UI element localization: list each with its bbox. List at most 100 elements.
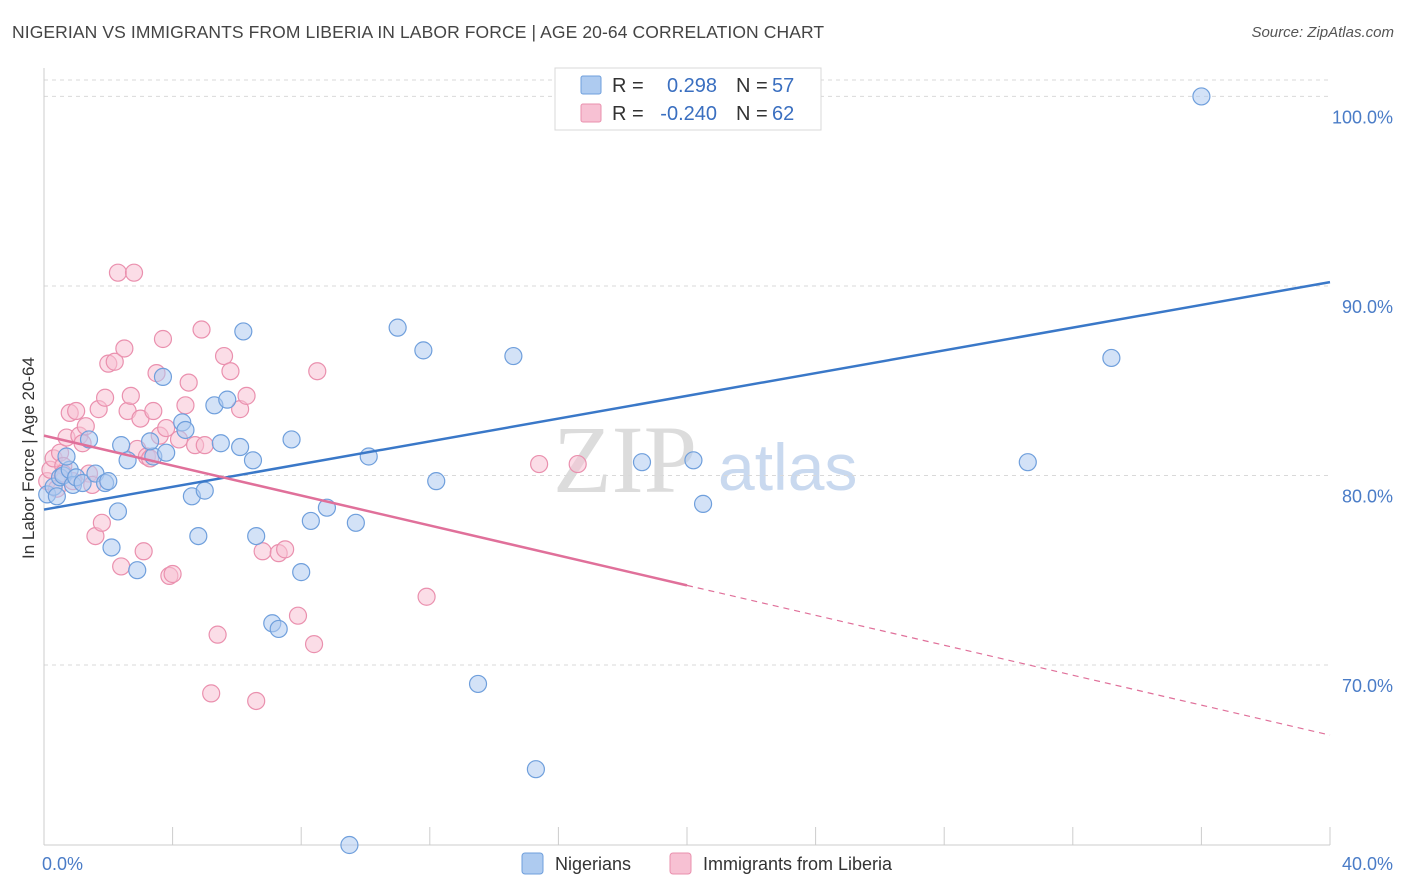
nigerian-point bbox=[128, 561, 147, 580]
chart-title: NIGERIAN VS IMMIGRANTS FROM LIBERIA IN L… bbox=[12, 22, 825, 42]
liberia-point bbox=[176, 396, 195, 415]
y-tick-label: 70.0% bbox=[1342, 676, 1393, 696]
liberia-point bbox=[214, 346, 234, 366]
x-tick-label-max: 40.0% bbox=[1342, 854, 1393, 874]
nigerian-point bbox=[526, 760, 545, 779]
legend-n-label-pink: N = bbox=[736, 103, 768, 125]
nigerian-point bbox=[684, 451, 703, 470]
nigerian-point bbox=[79, 430, 99, 449]
nigerian-point bbox=[47, 487, 66, 506]
liberia-point bbox=[153, 329, 173, 349]
liberia-point bbox=[163, 564, 182, 584]
nigerian-point bbox=[140, 432, 160, 451]
liberia-point bbox=[108, 263, 128, 282]
liberia-trend-line bbox=[43, 434, 688, 587]
trend-lines bbox=[43, 280, 1331, 736]
legend-n-value-blue: 57 bbox=[772, 75, 794, 97]
nigerian-point bbox=[693, 494, 713, 513]
legend-r-value-pink: -0.240 bbox=[660, 103, 717, 125]
liberia-point bbox=[304, 635, 324, 654]
series-legend-label-liberia: Immigrants from Liberia bbox=[703, 854, 893, 874]
nigerian-point bbox=[388, 318, 407, 337]
legend-r-label-blue: R = bbox=[612, 75, 644, 97]
y-tick-label: 90.0% bbox=[1342, 297, 1393, 317]
y-tick-labels: 70.0% 80.0% 90.0% 100.0% bbox=[1332, 107, 1393, 696]
liberia-point bbox=[115, 339, 134, 358]
nigerian-point bbox=[427, 472, 446, 491]
liberia-point bbox=[202, 684, 221, 703]
source-label: Source: ZipAtlas.com bbox=[1251, 24, 1394, 41]
nigerian-point bbox=[153, 367, 173, 387]
nigerian-point bbox=[282, 430, 301, 449]
liberia-point bbox=[121, 386, 140, 405]
liberia-point bbox=[124, 263, 144, 282]
series-legend: Nigerians Immigrants from Liberia bbox=[521, 852, 893, 875]
liberia-point bbox=[308, 362, 327, 381]
legend-pink-swatch bbox=[580, 103, 602, 123]
nigerian-point bbox=[1018, 453, 1037, 472]
axes-layer bbox=[43, 68, 1331, 846]
liberia-point bbox=[568, 454, 587, 474]
legend-blue-swatch bbox=[580, 75, 602, 95]
liberia-point bbox=[112, 557, 131, 576]
liberia-point bbox=[92, 513, 111, 532]
liberia-point bbox=[192, 320, 211, 339]
nigerian-point bbox=[99, 472, 118, 491]
nigerian-point bbox=[176, 420, 195, 440]
nigerian-point bbox=[218, 390, 237, 409]
series-legend-swatch-nigerians bbox=[521, 852, 544, 875]
liberia-point bbox=[134, 542, 153, 561]
legend-r-value-blue: 0.298 bbox=[667, 75, 717, 97]
series-legend-label-nigerians: Nigerians bbox=[555, 854, 631, 874]
liberia-point bbox=[417, 587, 436, 606]
nigerian-point bbox=[189, 526, 208, 546]
liberia-point bbox=[253, 542, 272, 561]
liberia-point bbox=[208, 625, 227, 644]
liberia-trend-extension bbox=[686, 584, 1331, 736]
nigerian-point bbox=[195, 481, 214, 500]
liberia-point bbox=[105, 352, 124, 371]
nigerian-point bbox=[211, 434, 230, 453]
nigerian-point bbox=[632, 453, 652, 472]
liberia-point bbox=[179, 373, 198, 392]
liberia-point bbox=[237, 386, 256, 405]
nigerian-point bbox=[414, 341, 433, 360]
nigerian-point bbox=[504, 346, 523, 366]
liberia-point bbox=[221, 362, 240, 381]
nigerian-point bbox=[269, 619, 288, 639]
nigerian-point bbox=[340, 835, 359, 855]
nigerian-point bbox=[73, 473, 92, 493]
series-legend-swatch-liberia bbox=[669, 852, 692, 875]
nigerian-point bbox=[102, 538, 121, 557]
watermark-atlas: atlas bbox=[718, 430, 857, 504]
y-tick-label: 80.0% bbox=[1342, 486, 1393, 506]
liberia-point bbox=[95, 388, 115, 407]
liberia-point bbox=[276, 540, 295, 559]
liberia-point bbox=[530, 454, 549, 474]
liberia-point bbox=[144, 401, 163, 421]
legend-r-label-pink: R = bbox=[612, 103, 644, 125]
nigerians-trend-line bbox=[43, 280, 1331, 511]
nigerian-point bbox=[243, 451, 263, 470]
legend-n-label-blue: N = bbox=[736, 75, 768, 97]
nigerian-point bbox=[247, 526, 266, 546]
y-tick-label: 100.0% bbox=[1332, 107, 1393, 127]
series-nigerians-points bbox=[38, 87, 1211, 855]
liberia-point bbox=[247, 691, 266, 711]
series-liberia-points bbox=[38, 263, 587, 711]
legend-n-value-pink: 62 bbox=[772, 103, 794, 125]
stats-legend: R = 0.298 N = 57 R = -0.240 N = 62 bbox=[554, 67, 822, 131]
y-axis-label: In Labor Force | Age 20-64 bbox=[19, 357, 38, 559]
liberia-point bbox=[67, 401, 86, 421]
nigerian-point bbox=[1102, 348, 1121, 368]
nigerian-point bbox=[301, 511, 320, 531]
nigerian-point bbox=[292, 563, 311, 582]
liberia-point bbox=[288, 606, 308, 625]
nigerian-point bbox=[108, 502, 128, 521]
x-tick-label-min: 0.0% bbox=[42, 854, 83, 874]
liberia-point bbox=[157, 418, 176, 438]
nigerian-point bbox=[468, 674, 488, 694]
nigerian-point bbox=[57, 447, 76, 466]
liberia-point bbox=[195, 436, 214, 455]
